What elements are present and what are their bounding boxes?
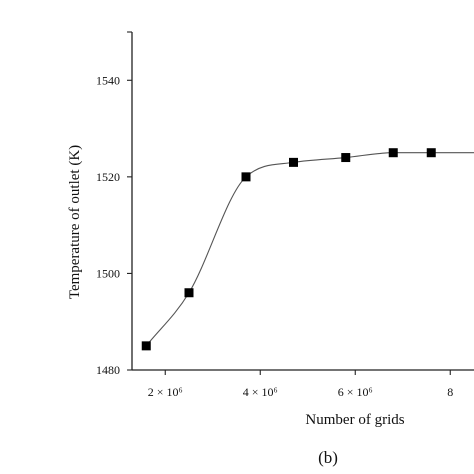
x-tick-label: 2 × 10⁶ xyxy=(148,385,183,399)
x-tick-label: 6 × 10⁶ xyxy=(338,385,373,399)
y-axis-label: Temperature of outlet (K) xyxy=(67,145,83,299)
data-point xyxy=(141,341,151,351)
series-markers xyxy=(141,148,436,351)
data-point xyxy=(341,153,351,163)
y-tick-label: 1480 xyxy=(96,363,120,377)
x-tick-label: 8 xyxy=(447,385,453,399)
x-axis-ticks: 2 × 10⁶ 4 × 10⁶ 6 × 10⁶ 8 xyxy=(148,370,453,399)
y-tick-label: 1500 xyxy=(96,266,120,280)
data-point xyxy=(289,157,298,167)
x-tick-label: 4 × 10⁶ xyxy=(243,385,278,399)
y-tick-label: 1540 xyxy=(96,73,120,87)
plot-area: 2 × 10⁶ 4 × 10⁶ 6 × 10⁶ 8 1480 1500 1520 1540 xyxy=(96,31,474,399)
y-axis-ticks: 1480 1500 1520 1540 xyxy=(96,31,132,377)
data-point xyxy=(426,148,436,158)
y-tick-label: 1520 xyxy=(96,170,120,184)
data-point xyxy=(388,148,398,158)
x-axis-label: Number of grids xyxy=(305,412,404,428)
data-point xyxy=(241,172,251,182)
figure-caption: (b) xyxy=(318,448,338,467)
data-point xyxy=(184,288,194,298)
series-curve xyxy=(145,152,474,347)
